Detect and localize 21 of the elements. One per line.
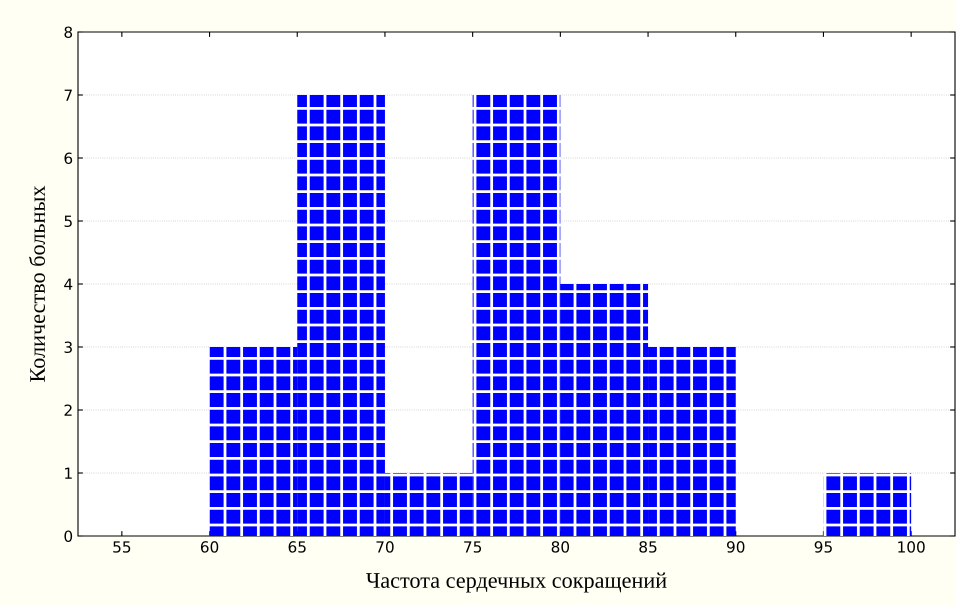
x-tick-label: 100 [898, 541, 925, 553]
y-tick-label: 7 [64, 90, 72, 101]
y-tick-label: 6 [64, 152, 72, 164]
y-tick-label: 1 [65, 468, 72, 479]
y-axis-title: Количество больных [28, 186, 46, 382]
y-tick-label: 5 [64, 216, 72, 228]
x-tick-label: 70 [376, 541, 394, 553]
x-tick-label: 75 [464, 541, 482, 553]
x-tick-label: 90 [726, 541, 744, 553]
y-tick-label: 0 [64, 530, 72, 542]
x-tick-label: 95 [814, 541, 832, 553]
x-tick-label: 60 [200, 541, 218, 553]
x-tick-label: 80 [552, 541, 570, 553]
y-tick-label: 2 [64, 404, 72, 416]
x-tick-label: 65 [288, 541, 306, 553]
x-axis-title: Частота сердечных сокращений [366, 572, 667, 592]
x-tick-label: 55 [113, 541, 130, 553]
y-tick-label: 8 [64, 26, 72, 38]
x-tick-label: 85 [639, 541, 656, 553]
y-tick-label: 4 [64, 278, 72, 290]
y-tick-label: 3 [64, 341, 72, 354]
